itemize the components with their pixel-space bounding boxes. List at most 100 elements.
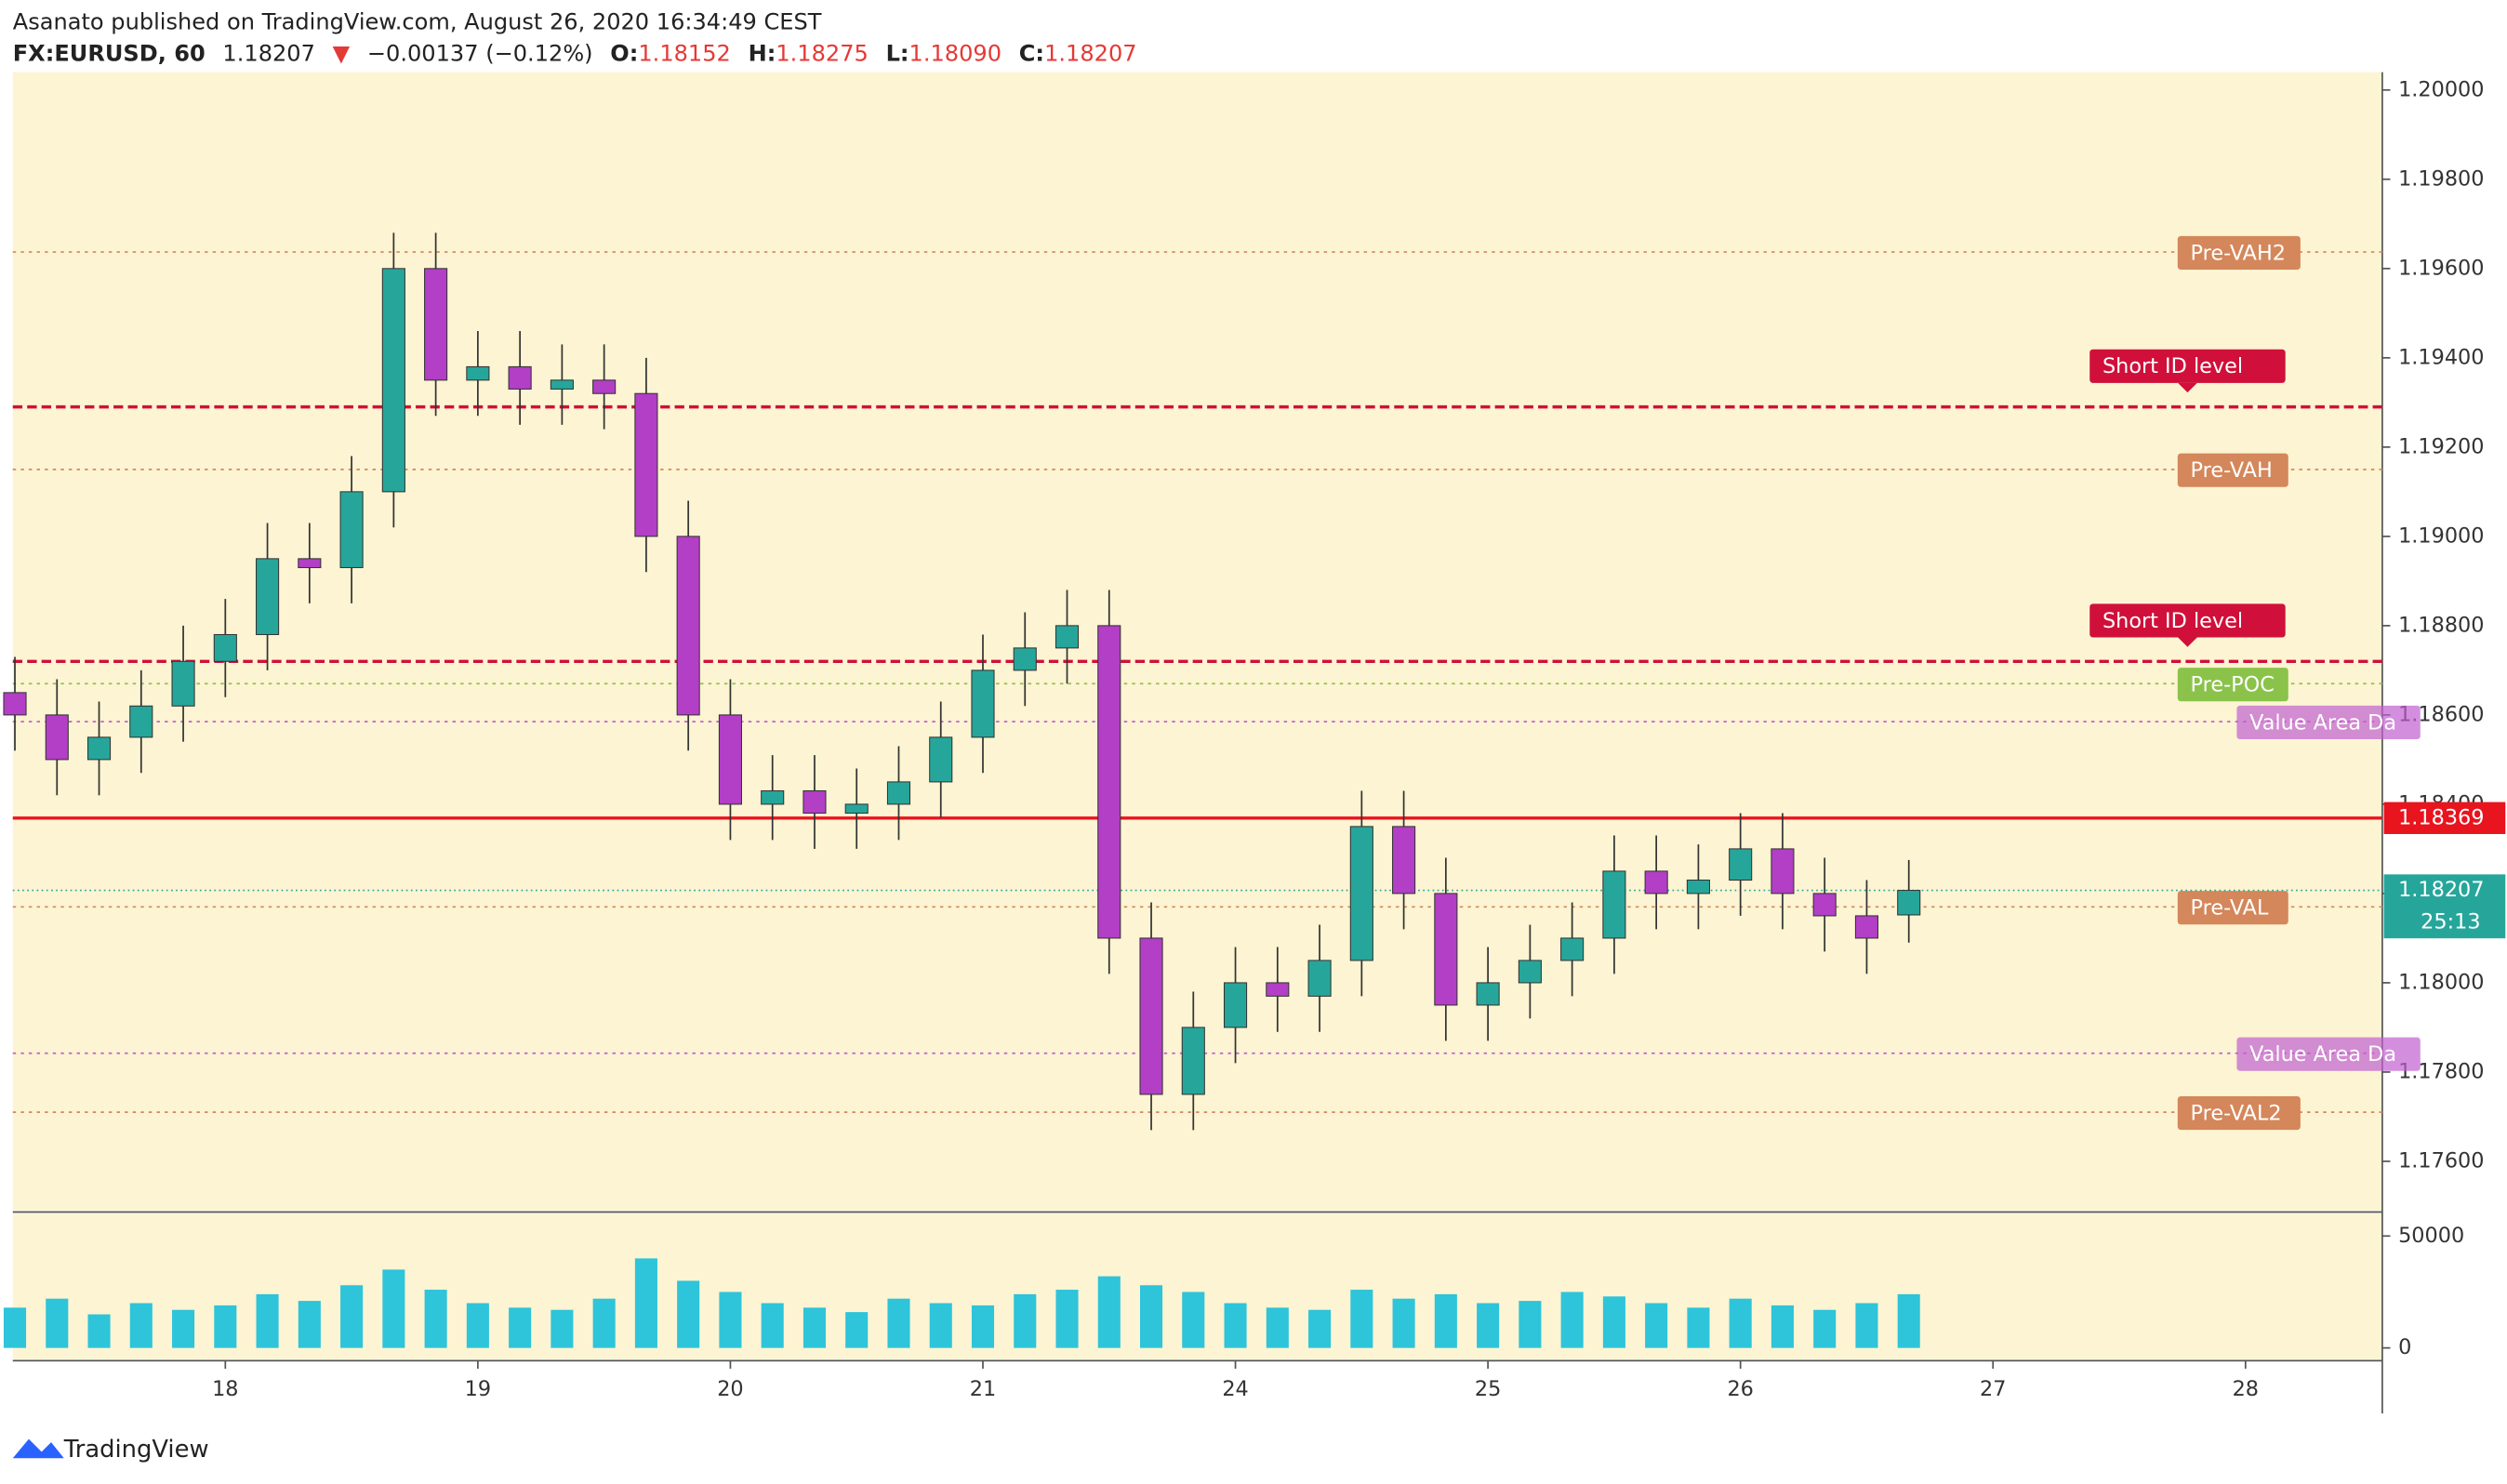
candle-body [45,714,69,761]
level-label-box [2089,349,2286,383]
volume-bar [1813,1309,1837,1348]
volume-bar [1602,1296,1625,1348]
candle-body [1476,982,1500,1006]
volume-bar [677,1280,700,1348]
candle-body [466,365,490,381]
candle-body [1349,826,1373,961]
y-tick-label: 1.19600 [2398,256,2484,280]
candle-body [1602,870,1626,939]
volume-bar [46,1298,69,1348]
volume-bar [382,1269,405,1348]
volume-bar [1645,1303,1668,1348]
candle-body [3,692,27,716]
level-label-pointer [2178,382,2197,393]
volume-bar [3,1307,27,1348]
logo-icon [12,1438,64,1459]
y-tick-label: 1.17600 [2398,1148,2484,1173]
volume-bar [214,1305,237,1348]
candle-body [761,789,785,805]
candle-body [1097,625,1121,939]
volume-bar [1560,1292,1584,1348]
x-tick-label: 26 [1727,1377,1753,1401]
volume-bar [1771,1305,1794,1348]
volume-bar [340,1285,364,1348]
candle-body [1392,826,1416,894]
candle-body [171,660,195,707]
volume-bar [1266,1307,1289,1348]
last-price-box [2383,874,2506,939]
c-value: 1.18207 [1044,41,1137,67]
level-label: Pre-VAH2 [2191,241,2286,265]
volume-bar [1434,1293,1457,1348]
candle-body [1729,848,1753,881]
candle-body [1686,880,1710,894]
red-line-label: 1.18369 [2398,805,2484,829]
candle-body [1013,647,1037,671]
o-value: 1.18152 [638,41,731,67]
candle-body [1181,1027,1205,1095]
candle-body [1518,960,1542,984]
candle-body [1224,982,1248,1028]
volume-bar [1139,1285,1163,1348]
candle-body [676,536,700,716]
y-tick-label: 1.19400 [2398,345,2484,369]
x-tick-label: 27 [1980,1377,2006,1401]
y-tick-label: 1.20000 [2398,77,2484,101]
volume-bar [592,1298,616,1348]
o-label: O: [610,41,638,67]
candle-body [803,789,827,815]
candle-body [1812,893,1837,917]
candle-body [634,392,658,537]
candle-body [929,736,953,783]
level-label: Pre-POC [2191,673,2275,697]
candle-body [971,669,995,738]
volume-bar [1855,1303,1878,1348]
publisher: Asanato published on TradingView.com, Au… [13,8,822,34]
last-price-label: 1.18207 [2398,878,2484,902]
level-label-box [2177,891,2288,925]
candle-body [213,633,237,662]
volume-bar [1308,1309,1332,1348]
candle-body [86,736,112,761]
volume-bar [845,1312,869,1348]
candle-body [1854,915,1879,939]
symbol: FX:EURUSD, 60 [13,41,206,67]
volume-bar [550,1309,574,1348]
level-label: Short ID level [2102,354,2243,378]
volume-tick-label: 50000 [2398,1224,2464,1248]
volume-bar [1014,1293,1037,1348]
x-tick-label: 24 [1222,1377,1248,1401]
x-tick-label: 28 [2233,1377,2259,1401]
volume-bar [1687,1307,1710,1348]
x-tick-label: 20 [717,1377,743,1401]
volume-bar [1097,1276,1121,1348]
candle-body [1139,937,1163,1095]
countdown: 25:13 [2421,909,2480,934]
l-value: 1.18090 [909,41,1002,67]
level-label: Pre-VAH [2191,458,2273,483]
volume-bar [509,1307,532,1348]
candle-body [1434,893,1458,1006]
h-label: H: [749,41,776,67]
level-label-box [2177,1095,2301,1131]
candle-body [256,558,280,635]
brand-logo: TradingView [12,1436,209,1464]
level-label-box [2236,1037,2421,1071]
volume-tick-label: 0 [2398,1335,2411,1359]
candle-body [886,781,911,805]
volume-bar [172,1309,195,1348]
volume-bar [1182,1292,1205,1348]
volume-bar [634,1258,657,1348]
volume-bar [1224,1303,1247,1348]
candle-body [592,379,617,394]
x-tick-label: 18 [212,1377,238,1401]
level-label: Pre-VAL [2191,896,2269,921]
candle-body [1644,870,1668,894]
volume-bar [1519,1301,1542,1348]
c-label: C: [1019,41,1044,67]
symbol-row: FX:EURUSD, 60 1.18207 ▼ −0.00137 (−0.12%… [13,41,1137,67]
candle-body [844,803,869,815]
candle-body [129,705,153,738]
arrow: ▼ [333,41,351,67]
